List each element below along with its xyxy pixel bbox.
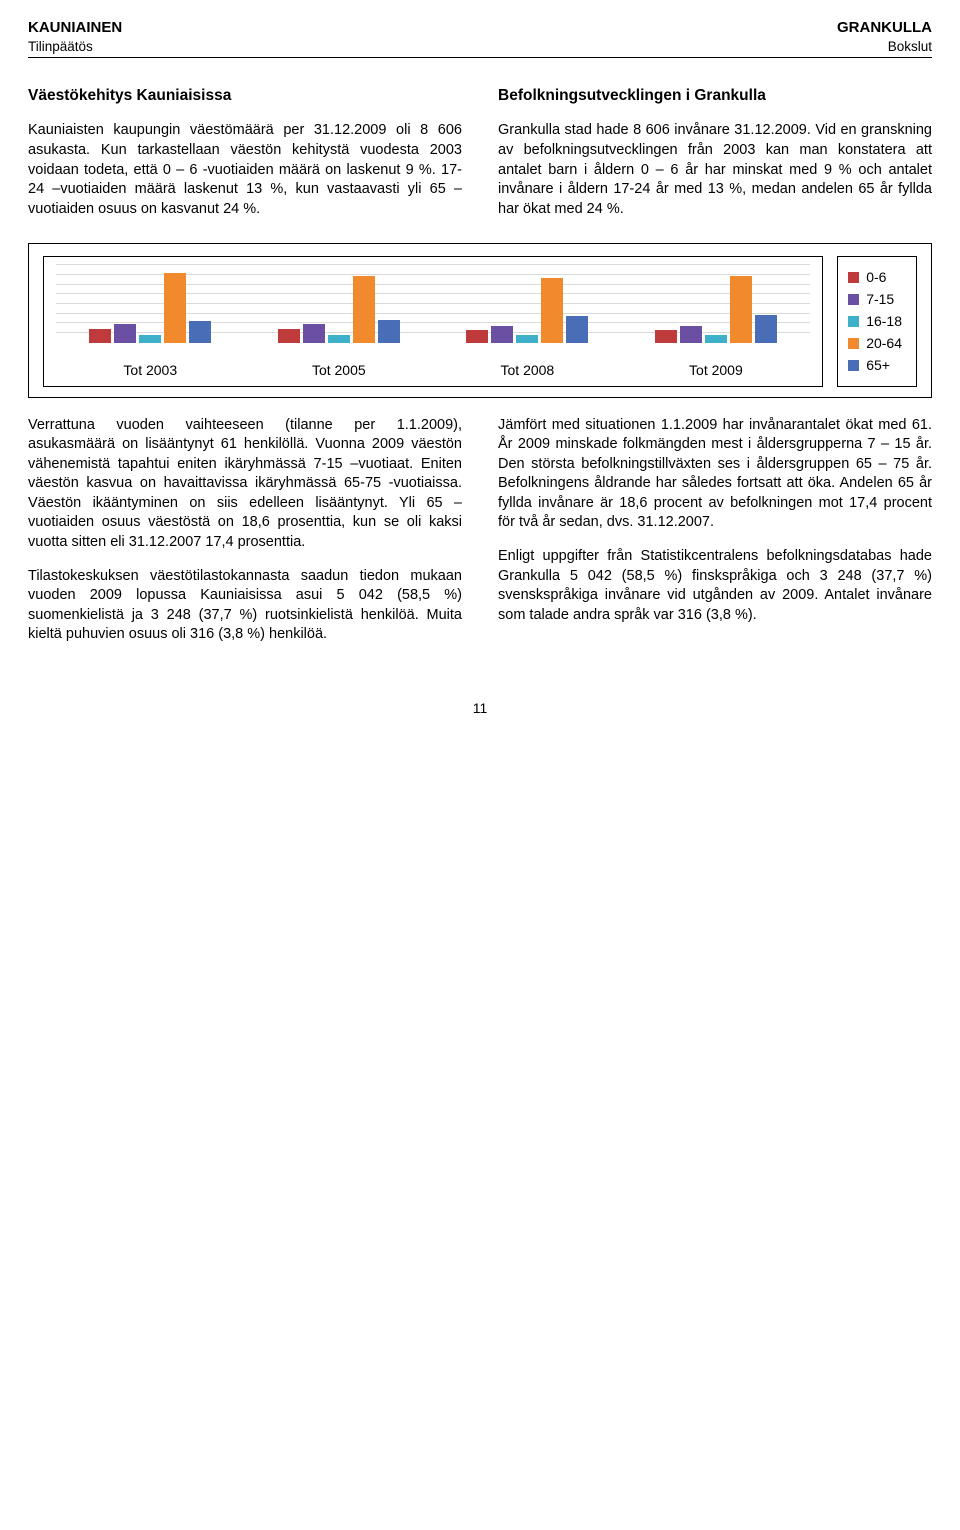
bottom-right-p2: Enligt uppgifter från Statistikcentralen…: [498, 547, 932, 625]
intro-columns: Väestökehitys Kauniaisissa Kauniaisten k…: [28, 86, 932, 233]
bar-group: [67, 265, 233, 343]
bar: [378, 320, 400, 343]
x-axis: Tot 2003 Tot 2005 Tot 2008 Tot 2009: [56, 361, 810, 380]
bar: [328, 335, 350, 343]
right-title: Befolkningsutvecklingen i Grankulla: [498, 86, 932, 107]
bar: [541, 278, 563, 343]
bottom-right-p1: Jämfört med situationen 1.1.2009 har inv…: [498, 416, 932, 533]
bottom-left-p2: Tilastokeskuksen väestötilastokannasta s…: [28, 567, 462, 645]
legend-swatch: [848, 360, 859, 371]
header-left-small: Tilinpäätös: [28, 38, 122, 56]
bottom-left-column: Verrattuna vuoden vaihteeseen (tilanne p…: [28, 416, 462, 659]
bar: [655, 330, 677, 342]
bottom-right-column: Jämfört med situationen 1.1.2009 har inv…: [498, 416, 932, 659]
left-p1: Kauniaisten kaupungin väestömäärä per 31…: [28, 121, 462, 219]
bar: [680, 326, 702, 343]
legend-label: 16-18: [866, 312, 902, 331]
chart-legend: 0-6 7-15 16-18 20-64 65+: [837, 256, 917, 386]
legend-swatch: [848, 338, 859, 349]
header-right: GRANKULLA Bokslut: [837, 18, 932, 56]
bar: [303, 324, 325, 343]
legend-label: 7-15: [866, 290, 894, 309]
body-columns: Verrattuna vuoden vaihteeseen (tilanne p…: [28, 416, 932, 659]
legend-label: 65+: [866, 356, 890, 375]
header-left-bold: KAUNIAINEN: [28, 18, 122, 38]
page-header: KAUNIAINEN Tilinpäätös GRANKULLA Bokslut: [28, 18, 932, 58]
legend-label: 0-6: [866, 268, 886, 287]
chart-plot: Tot 2003 Tot 2005 Tot 2008 Tot 2009: [43, 256, 823, 386]
legend-swatch: [848, 272, 859, 283]
x-axis-label: Tot 2008: [444, 361, 610, 380]
bar: [730, 276, 752, 343]
legend-swatch: [848, 294, 859, 305]
x-axis-label: Tot 2005: [256, 361, 422, 380]
bar-group: [256, 265, 422, 343]
bar: [164, 273, 186, 343]
bar: [566, 316, 588, 342]
legend-item: 7-15: [848, 290, 902, 309]
population-chart: Tot 2003 Tot 2005 Tot 2008 Tot 2009 0-6 7-15…: [28, 243, 932, 397]
legend-item: 20-64: [848, 334, 902, 353]
bar: [755, 315, 777, 343]
bar-group: [633, 265, 799, 343]
bar: [189, 321, 211, 343]
bar: [139, 335, 161, 343]
bar-group: [444, 265, 610, 343]
legend-item: 65+: [848, 356, 902, 375]
legend-swatch: [848, 316, 859, 327]
bar: [353, 276, 375, 343]
bar: [466, 330, 488, 342]
x-axis-label: Tot 2003: [67, 361, 233, 380]
bar: [278, 329, 300, 343]
header-left: KAUNIAINEN Tilinpäätös: [28, 18, 122, 56]
bar: [491, 326, 513, 343]
left-title: Väestökehitys Kauniaisissa: [28, 86, 462, 107]
bar: [516, 335, 538, 343]
x-axis-label: Tot 2009: [633, 361, 799, 380]
right-p1: Grankulla stad hade 8 606 invånare 31.12…: [498, 121, 932, 219]
bar: [705, 335, 727, 343]
plot-area: [56, 265, 810, 343]
left-column: Väestökehitys Kauniaisissa Kauniaisten k…: [28, 86, 462, 233]
legend-label: 20-64: [866, 334, 902, 353]
legend-item: 16-18: [848, 312, 902, 331]
bar: [114, 324, 136, 343]
header-right-small: Bokslut: [837, 38, 932, 56]
right-column: Befolkningsutvecklingen i Grankulla Gran…: [498, 86, 932, 233]
bottom-left-p1: Verrattuna vuoden vaihteeseen (tilanne p…: [28, 416, 462, 553]
bar: [89, 329, 111, 343]
legend-item: 0-6: [848, 268, 902, 287]
bar-groups: [56, 265, 810, 343]
page-number: 11: [28, 699, 932, 718]
header-right-bold: GRANKULLA: [837, 18, 932, 38]
